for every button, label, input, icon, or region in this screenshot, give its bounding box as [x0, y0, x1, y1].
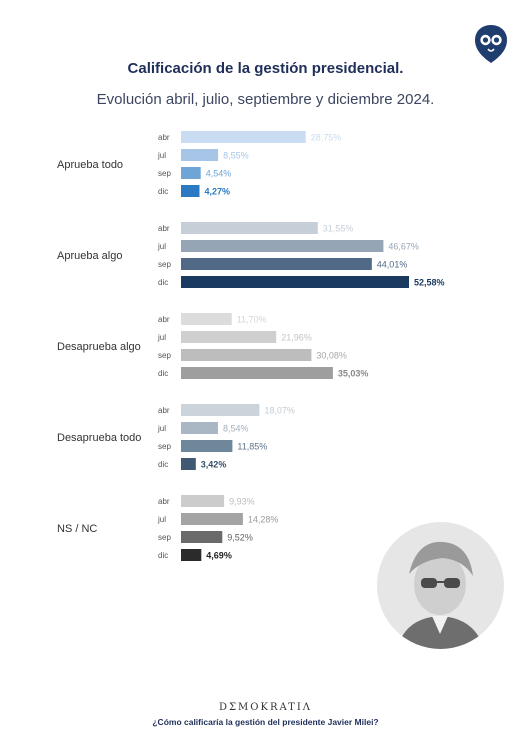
category-tick-label: dic: [158, 460, 168, 469]
value-label: 4,27%: [205, 187, 231, 197]
bar: [181, 149, 219, 161]
group-label: Aprueba todo: [57, 159, 123, 171]
chart-subtitle: Evolución abril, julio, septiembre y dic…: [96, 91, 435, 108]
bar: [181, 440, 233, 452]
category-tick-label: dic: [158, 369, 168, 378]
bar: [181, 404, 260, 416]
value-label: 46,67%: [388, 242, 419, 252]
bar: [181, 258, 372, 270]
bar: [181, 276, 409, 288]
category-tick-label: sep: [158, 533, 171, 542]
bar: [181, 513, 243, 525]
category-tick-label: jul: [157, 242, 166, 251]
group-label: Aprueba algo: [57, 250, 122, 262]
value-label: 30,08%: [316, 351, 347, 361]
category-tick-label: jul: [157, 151, 166, 160]
value-label: 21,96%: [281, 333, 312, 343]
category-tick-label: sep: [158, 351, 171, 360]
category-tick-label: jul: [157, 424, 166, 433]
category-tick-label: sep: [158, 442, 171, 451]
category-tick-label: abr: [158, 133, 170, 142]
bar: [181, 222, 318, 234]
value-label: 52,58%: [414, 278, 445, 288]
bar: [181, 331, 277, 343]
bar: [181, 313, 232, 325]
value-label: 11,70%: [237, 315, 267, 325]
category-tick-label: dic: [158, 187, 168, 196]
bar: [181, 549, 202, 561]
bar: [181, 531, 223, 543]
bar: [181, 458, 196, 470]
value-label: 31,55%: [323, 224, 354, 234]
group-label: NS / NC: [57, 523, 97, 535]
value-label: 8,55%: [223, 151, 249, 161]
category-tick-label: abr: [158, 224, 170, 233]
value-label: 14,28%: [248, 515, 279, 525]
value-label: 8,54%: [223, 424, 249, 434]
survey-question: ¿Cómo calificaría la gestión del preside…: [152, 717, 379, 727]
category-tick-label: abr: [158, 406, 170, 415]
category-tick-label: dic: [158, 551, 168, 560]
category-tick-label: abr: [158, 497, 170, 506]
bar: [181, 131, 306, 143]
bar: [181, 185, 200, 197]
value-label: 11,85%: [237, 442, 267, 452]
value-label: 4,69%: [206, 551, 232, 561]
president-portrait: [377, 522, 504, 649]
value-label: 3,42%: [201, 460, 227, 470]
owl-logo-icon: [475, 25, 507, 63]
bar: [181, 349, 312, 361]
chart-title: Calificación de la gestión presidencial.: [127, 60, 404, 77]
group-label: Desaprueba algo: [57, 341, 141, 353]
value-label: 18,07%: [264, 406, 295, 416]
value-label: 44,01%: [377, 260, 408, 270]
category-tick-label: dic: [158, 278, 168, 287]
group-label: Desaprueba todo: [57, 432, 141, 444]
value-label: 4,54%: [206, 169, 232, 179]
category-tick-label: jul: [157, 515, 166, 524]
bar: [181, 367, 333, 379]
bar: [181, 240, 384, 252]
category-tick-label: sep: [158, 169, 171, 178]
category-tick-label: sep: [158, 260, 171, 269]
category-tick-label: jul: [157, 333, 166, 342]
value-label: 28,75%: [311, 133, 342, 143]
bar: [181, 422, 218, 434]
value-label: 9,52%: [227, 533, 253, 543]
bar: [181, 495, 225, 507]
brand-name: DΣMOKRATIΛ: [218, 702, 313, 713]
value-label: 9,93%: [229, 497, 255, 507]
value-label: 35,03%: [338, 369, 369, 379]
bar: [181, 167, 201, 179]
category-tick-label: abr: [158, 315, 170, 324]
